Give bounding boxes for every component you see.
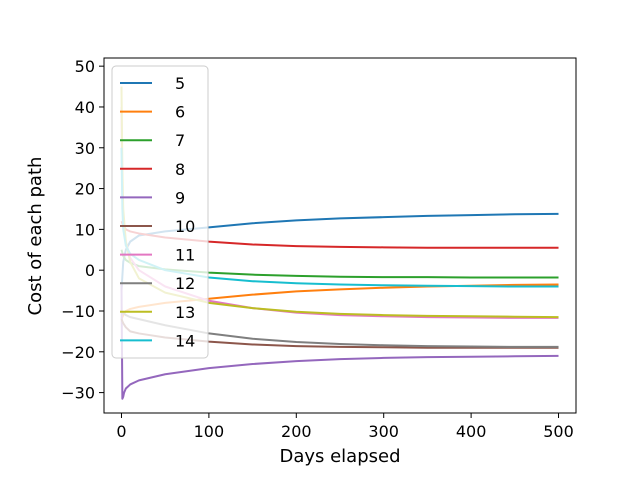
x-tick-label: 300 (368, 422, 399, 441)
y-axis-label: Cost of each path (25, 157, 46, 316)
legend-label-10: 10 (175, 217, 195, 236)
y-tick-label: 0 (85, 261, 95, 280)
x-axis-ticks: 0 100 200 300 400 500 (116, 413, 574, 441)
legend-label-14: 14 (175, 331, 195, 350)
legend-label-8: 8 (175, 160, 185, 179)
legend: 5 6 7 8 9 10 11 12 13 14 (111, 65, 209, 359)
x-tick-label: 400 (456, 422, 487, 441)
y-tick-label: −30 (61, 384, 95, 403)
x-axis-label: Days elapsed (279, 446, 400, 467)
y-tick-label: −20 (61, 343, 95, 362)
y-axis-ticks: −30 −20 −10 0 10 20 30 40 50 (61, 57, 104, 403)
legend-label-5: 5 (175, 74, 185, 93)
series-line-9 (120, 282, 559, 400)
legend-label-9: 9 (175, 188, 185, 207)
legend-label-7: 7 (175, 131, 185, 150)
legend-label-12: 12 (175, 274, 195, 293)
x-tick-label: 500 (543, 422, 574, 441)
x-tick-label: 200 (281, 422, 312, 441)
y-tick-label: 50 (75, 57, 95, 76)
y-tick-label: 10 (75, 220, 95, 239)
y-tick-label: −10 (61, 302, 95, 321)
y-tick-label: 40 (75, 98, 95, 117)
y-tick-label: 20 (75, 180, 95, 199)
y-tick-label: 30 (75, 139, 95, 158)
legend-label-11: 11 (175, 246, 195, 265)
legend-label-6: 6 (175, 103, 185, 122)
x-tick-label: 0 (116, 422, 126, 441)
plot-frame (103, 57, 577, 414)
x-tick-label: 100 (194, 422, 225, 441)
legend-box (111, 65, 209, 359)
legend-label-13: 13 (175, 303, 195, 322)
